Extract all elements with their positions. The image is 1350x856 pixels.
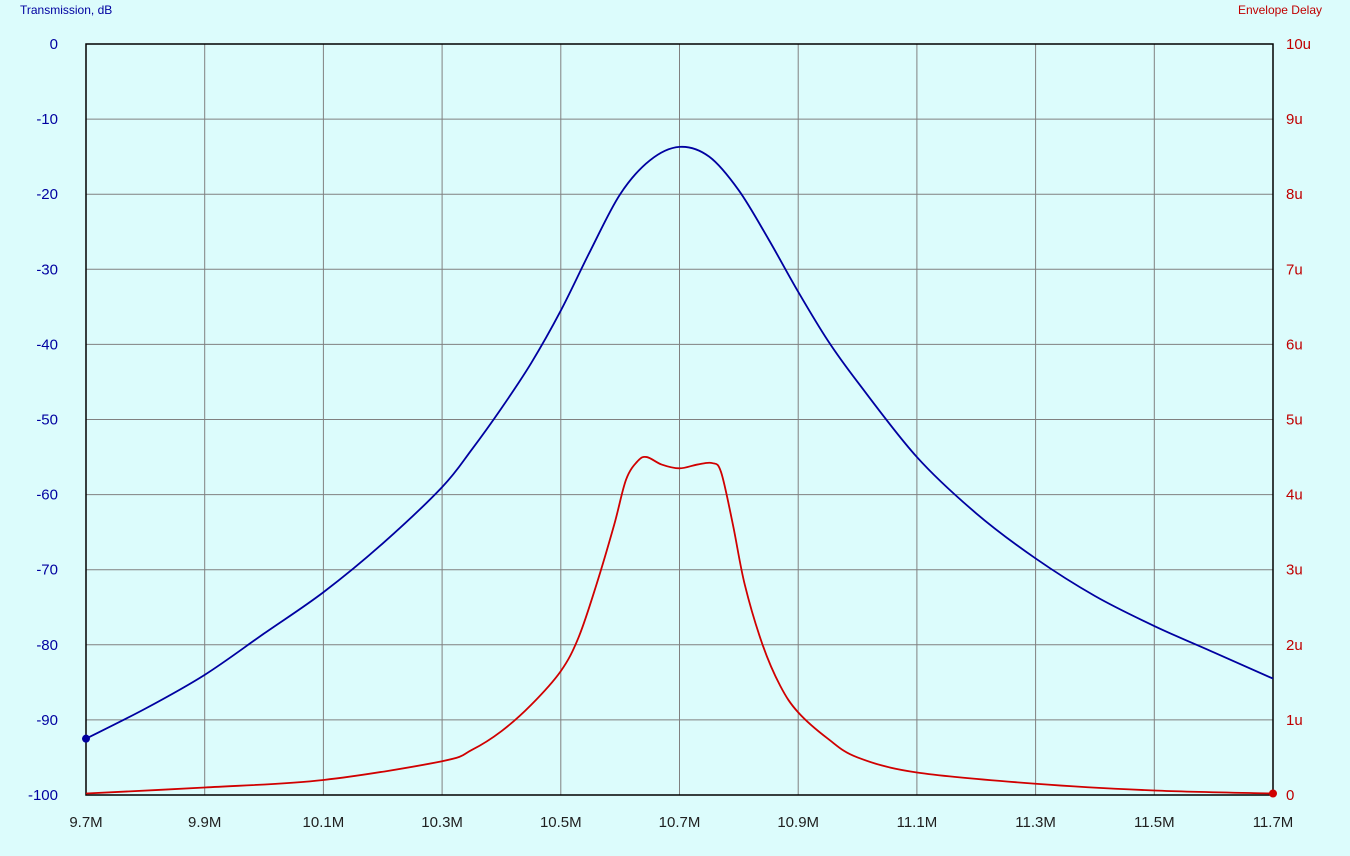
left-tick-label: -50 (36, 412, 58, 429)
left-tick-label: -100 (28, 787, 58, 804)
right-tick-label: 6u (1286, 336, 1303, 353)
x-tick-label: 10.5M (540, 814, 582, 831)
left-tick-label: -80 (36, 637, 58, 654)
left-axis-ticks: 0 -10 -20 -30 -40 -50 -60 -70 -80 -90 -100 (28, 36, 58, 804)
x-tick-label: 10.7M (659, 814, 701, 831)
right-tick-label: 2u (1286, 637, 1303, 654)
left-tick-label: -70 (36, 562, 58, 579)
x-tick-label: 11.3M (1015, 814, 1056, 831)
left-tick-label: -40 (36, 336, 58, 353)
left-tick-label: -20 (36, 186, 58, 203)
x-axis-ticks: 9.7M 9.9M 10.1M 10.3M 10.5M 10.7M 10.9M 11.1M 11… (69, 814, 1293, 831)
right-tick-label: 7u (1286, 261, 1303, 278)
right-tick-label: 8u (1286, 186, 1303, 203)
right-tick-label: 4u (1286, 487, 1303, 504)
left-tick-label: -30 (36, 261, 58, 278)
left-tick-label: 0 (50, 36, 58, 53)
x-tick-label: 10.1M (303, 814, 345, 831)
x-tick-label: 11.5M (1134, 814, 1175, 831)
series-layer (82, 145, 1277, 798)
right-tick-label: 9u (1286, 111, 1303, 128)
left-axis-title: Transmission, dB (20, 3, 112, 17)
envelope-delay-curve-marker[interactable] (1269, 789, 1277, 798)
envelope-delay-curve (85, 455, 1274, 795)
left-tick-label: -60 (36, 487, 58, 504)
right-tick-label: 0 (1286, 787, 1294, 804)
x-tick-label: 9.7M (69, 814, 102, 831)
transmission-curve-marker[interactable] (82, 734, 90, 743)
x-tick-label: 11.7M (1253, 814, 1294, 831)
x-tick-label: 10.3M (421, 814, 463, 831)
left-tick-label: -10 (36, 111, 58, 128)
right-tick-label: 3u (1286, 562, 1303, 579)
right-axis-title: Envelope Delay (1238, 3, 1322, 17)
x-tick-label: 11.1M (897, 814, 938, 831)
x-tick-label: 9.9M (188, 814, 221, 831)
right-tick-label: 10u (1286, 36, 1311, 53)
left-tick-label: -90 (36, 712, 58, 729)
transmission-curve (85, 145, 1274, 740)
right-tick-label: 5u (1286, 412, 1303, 429)
right-tick-label: 1u (1286, 712, 1303, 729)
x-tick-label: 10.9M (777, 814, 819, 831)
plot-frame (85, 43, 1274, 796)
right-axis-ticks: 10u 9u 8u 7u 6u 5u 4u 3u 2u 1u 0 (1286, 36, 1311, 804)
